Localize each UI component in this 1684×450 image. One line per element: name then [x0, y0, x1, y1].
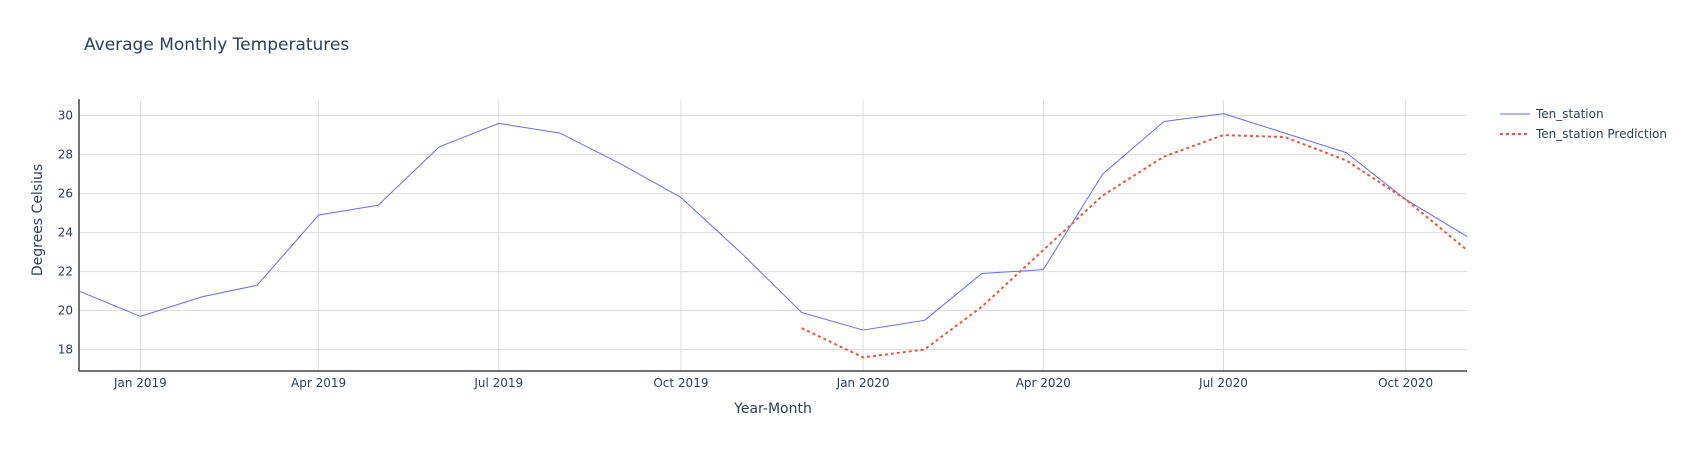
axes: [78, 99, 1467, 372]
y-tick-label: 20: [58, 304, 73, 318]
x-tick-label: Jul 2020: [1198, 376, 1248, 390]
x-tick-label: Jul 2019: [473, 376, 523, 390]
grid: [79, 100, 1467, 371]
tick-labels: 18 20 22 24 26 28 30 Jan 2019 Apr 2019 Jul 2019 Oc…: [58, 109, 1433, 390]
y-tick-label: 22: [58, 265, 73, 279]
x-tick-label: Apr 2020: [1016, 376, 1071, 390]
x-tick-label: Jan 2019: [113, 376, 167, 390]
legend-label: Ten_station Prediction: [1535, 127, 1667, 141]
x-tick-label: Oct 2020: [1378, 376, 1433, 390]
y-tick-label: 24: [58, 226, 73, 240]
legend: Ten_station Ten_station Prediction: [1500, 107, 1667, 141]
chart-title: Average Monthly Temperatures: [84, 35, 349, 55]
x-axis-title: Year-Month: [733, 401, 812, 417]
x-tick-label: Apr 2019: [291, 376, 346, 390]
legend-label: Ten_station: [1535, 107, 1604, 121]
series-line-ten-station: [78, 113, 1468, 331]
series-line-ten-station-prediction: [801, 134, 1468, 359]
y-tick-label: 26: [58, 187, 73, 201]
plot-area: [78, 113, 1468, 359]
x-tick-label: Jan 2020: [836, 376, 890, 390]
y-tick-label: 28: [58, 148, 73, 162]
y-tick-label: 18: [58, 343, 73, 357]
x-tick-label: Oct 2019: [653, 376, 708, 390]
y-axis-title: Degrees Celsius: [30, 164, 46, 276]
y-tick-label: 30: [58, 109, 73, 123]
